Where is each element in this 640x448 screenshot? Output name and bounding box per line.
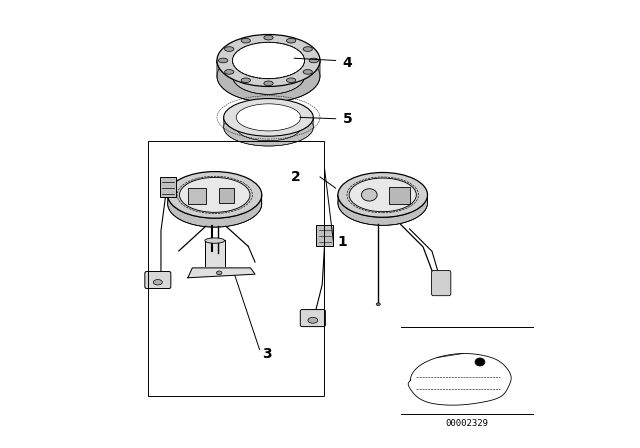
Ellipse shape bbox=[309, 58, 319, 63]
Bar bbox=[316, 225, 333, 246]
Bar bbox=[159, 177, 176, 197]
FancyBboxPatch shape bbox=[300, 310, 325, 327]
Ellipse shape bbox=[308, 318, 318, 323]
Text: 1: 1 bbox=[337, 235, 347, 249]
Ellipse shape bbox=[362, 189, 377, 201]
Text: 5: 5 bbox=[342, 112, 352, 126]
Text: 3: 3 bbox=[262, 347, 271, 361]
Ellipse shape bbox=[475, 358, 485, 366]
Polygon shape bbox=[188, 268, 255, 278]
Ellipse shape bbox=[349, 178, 417, 212]
Ellipse shape bbox=[232, 42, 305, 79]
Polygon shape bbox=[338, 195, 428, 225]
Bar bbox=[205, 240, 225, 271]
Polygon shape bbox=[217, 60, 320, 102]
Ellipse shape bbox=[287, 39, 296, 43]
Ellipse shape bbox=[216, 271, 222, 275]
Polygon shape bbox=[236, 117, 301, 141]
FancyBboxPatch shape bbox=[431, 271, 451, 296]
Ellipse shape bbox=[241, 78, 250, 82]
Text: 00002329: 00002329 bbox=[445, 419, 488, 428]
Ellipse shape bbox=[218, 58, 228, 63]
FancyBboxPatch shape bbox=[145, 271, 171, 289]
Ellipse shape bbox=[303, 69, 312, 74]
Polygon shape bbox=[232, 60, 305, 95]
Ellipse shape bbox=[338, 172, 428, 217]
Ellipse shape bbox=[168, 172, 262, 218]
Ellipse shape bbox=[264, 35, 273, 40]
Ellipse shape bbox=[179, 177, 250, 212]
FancyBboxPatch shape bbox=[218, 188, 234, 203]
Ellipse shape bbox=[205, 238, 225, 243]
Ellipse shape bbox=[376, 303, 380, 306]
Ellipse shape bbox=[241, 39, 250, 43]
FancyBboxPatch shape bbox=[188, 188, 206, 204]
Ellipse shape bbox=[154, 280, 163, 285]
Bar bbox=[148, 141, 324, 396]
Ellipse shape bbox=[264, 81, 273, 86]
Text: 4: 4 bbox=[342, 56, 352, 70]
Ellipse shape bbox=[217, 34, 320, 86]
Ellipse shape bbox=[236, 104, 301, 131]
Text: 2: 2 bbox=[291, 170, 301, 184]
Ellipse shape bbox=[224, 99, 314, 136]
Ellipse shape bbox=[287, 78, 296, 82]
Polygon shape bbox=[224, 117, 314, 146]
Polygon shape bbox=[168, 195, 262, 227]
Ellipse shape bbox=[225, 47, 234, 52]
Ellipse shape bbox=[225, 69, 234, 74]
Bar bbox=[389, 187, 410, 204]
Ellipse shape bbox=[303, 47, 312, 52]
